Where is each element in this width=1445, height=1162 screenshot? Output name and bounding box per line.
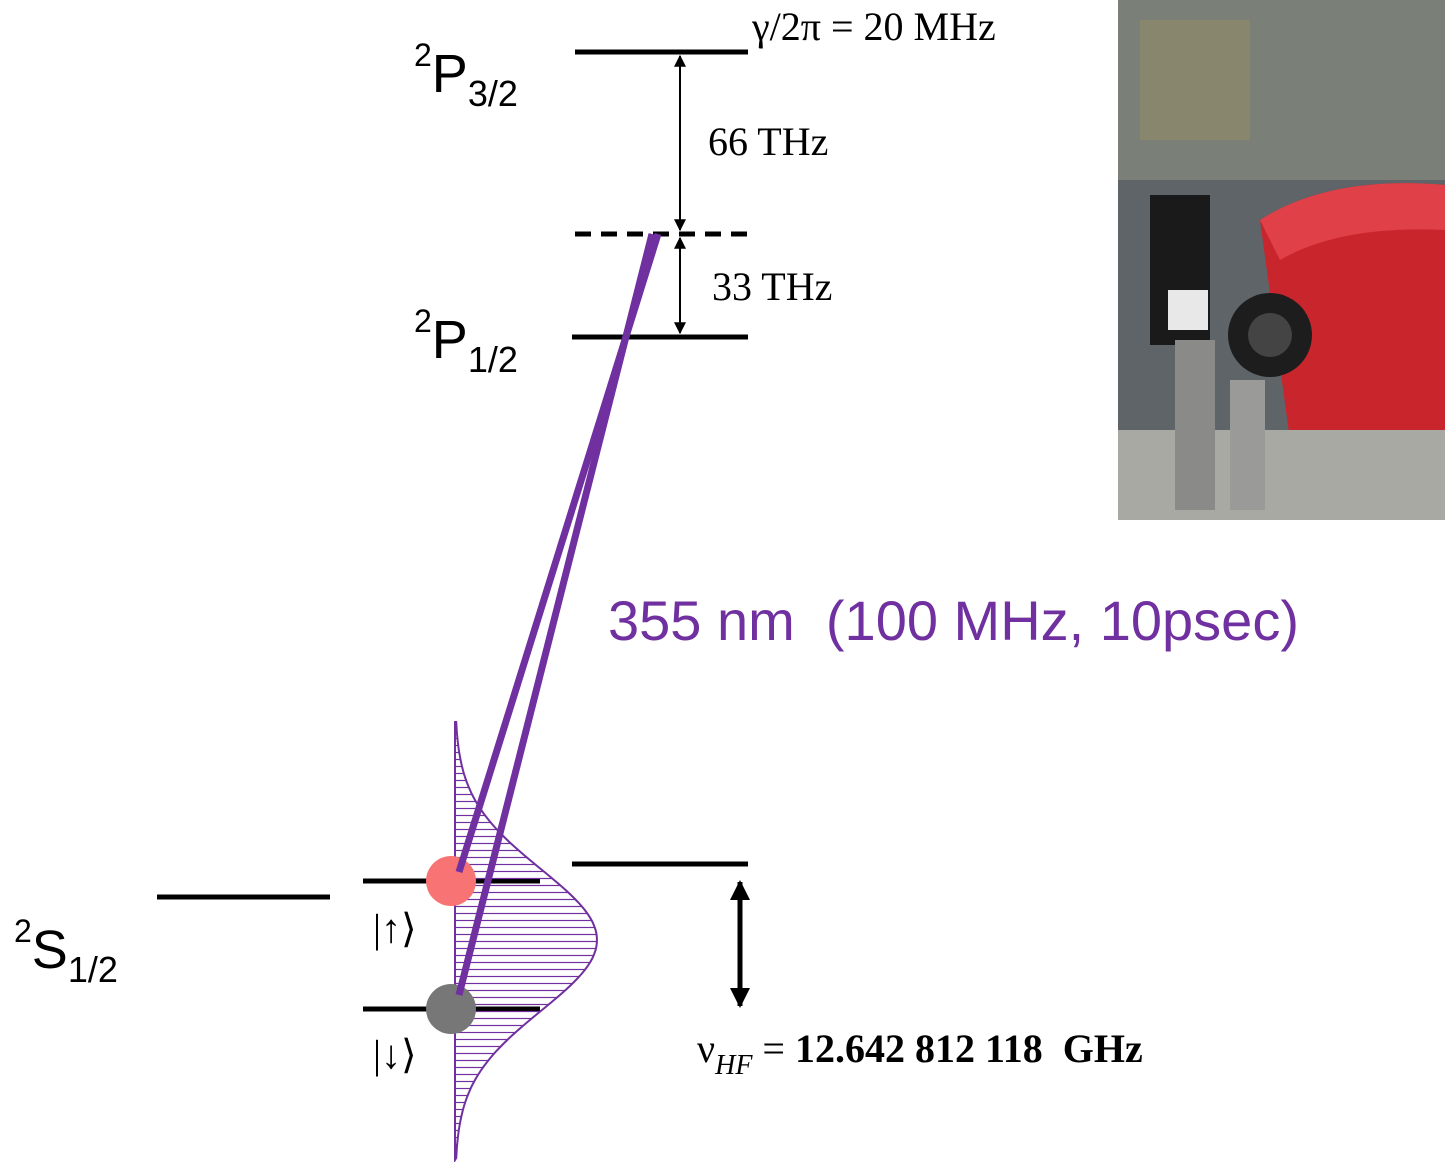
p12-label: 2P1/2 xyxy=(414,303,518,380)
value: 12.642 812 118 GHz xyxy=(795,1026,1143,1071)
letter: P xyxy=(432,44,468,104)
equals: = xyxy=(762,1026,785,1071)
splitting-upper: 66 THz xyxy=(708,119,828,164)
page: { "levels": { "p32": {"sup": "2", "lette… xyxy=(0,0,1445,1162)
lab-photo xyxy=(1118,0,1445,520)
state-down: |↓⟩ xyxy=(373,1032,417,1077)
letter: S xyxy=(32,920,68,980)
linewidth: γ/2π = 20 MHz xyxy=(751,4,996,49)
p32-label: 2P3/2 xyxy=(414,37,518,114)
laser-label: 355 nm (100 MHz, 10psec) xyxy=(608,589,1299,652)
subscript: 3/2 xyxy=(468,73,518,114)
splitting-lower: 33 THz xyxy=(712,264,832,309)
superscript: 2 xyxy=(414,303,432,339)
superscript: 2 xyxy=(14,913,32,949)
superscript: 2 xyxy=(414,37,432,73)
hyperfine-label: νHF =12.642 812 118 GHz xyxy=(697,1026,1143,1081)
down-population xyxy=(426,984,476,1034)
symbol: ν xyxy=(697,1026,715,1071)
state-up: |↑⟩ xyxy=(373,906,417,951)
subscript: 1/2 xyxy=(68,949,118,990)
letter: P xyxy=(432,310,468,370)
s12-label: 2S1/2 xyxy=(14,913,118,990)
up-population xyxy=(426,856,476,906)
diagram: 2P3/2 2P1/2 2S1/2 γ/2π = 20 MHz 66 THz 3… xyxy=(0,0,1445,1162)
subscript: 1/2 xyxy=(468,339,518,380)
subscript: HF xyxy=(714,1050,753,1081)
